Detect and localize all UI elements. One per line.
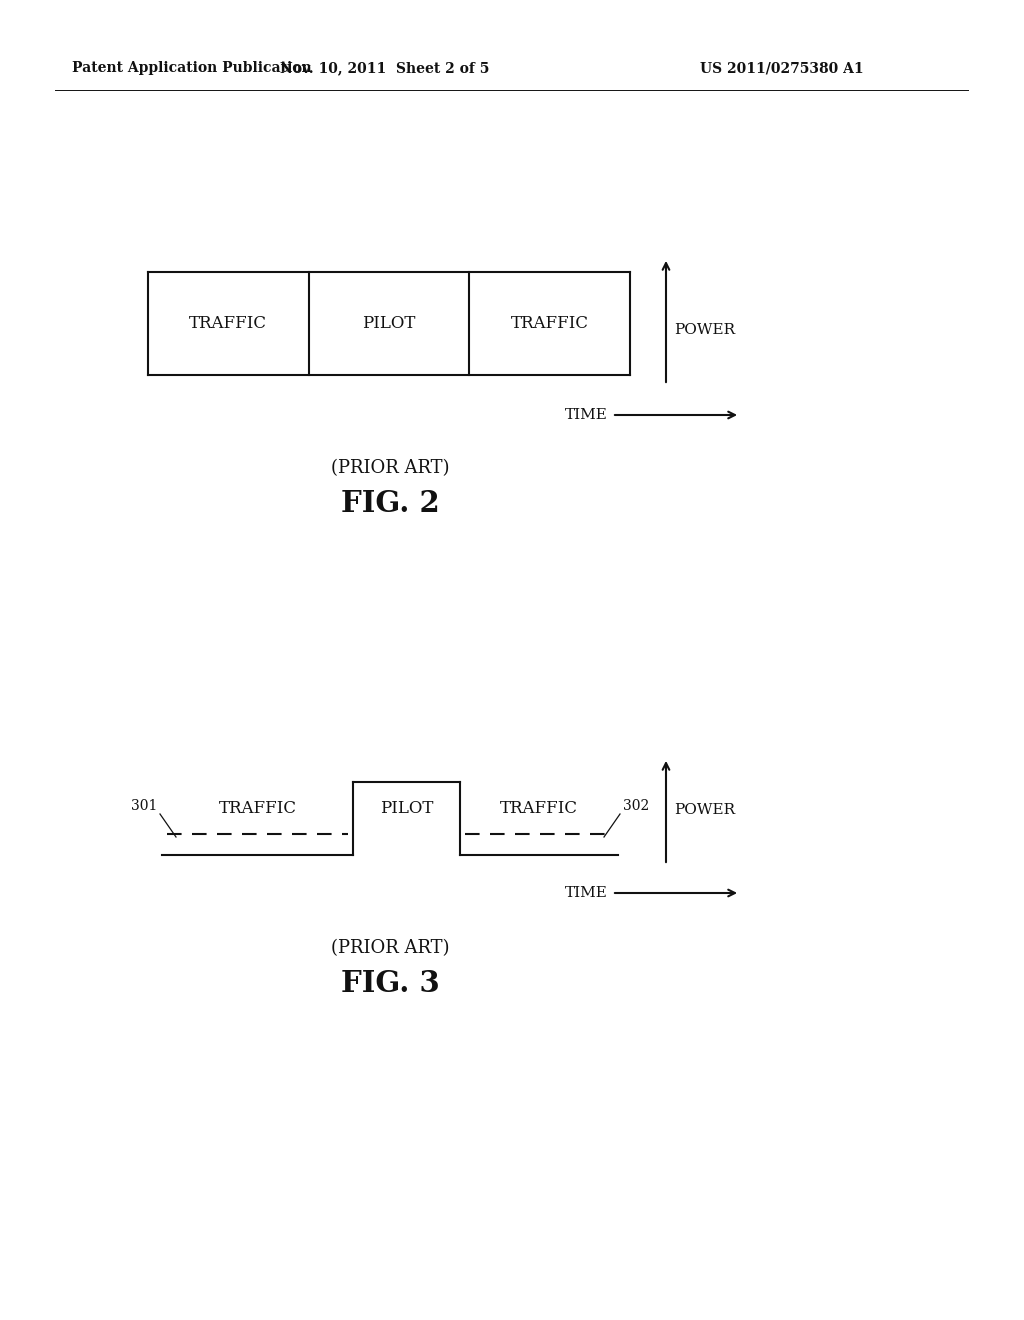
- Text: TIME: TIME: [565, 408, 608, 422]
- Text: TRAFFIC: TRAFFIC: [500, 800, 578, 817]
- Text: FIG. 3: FIG. 3: [341, 969, 439, 998]
- Text: PILOT: PILOT: [380, 800, 433, 817]
- Text: (PRIOR ART): (PRIOR ART): [331, 939, 450, 957]
- Text: PILOT: PILOT: [362, 315, 416, 333]
- Text: Nov. 10, 2011  Sheet 2 of 5: Nov. 10, 2011 Sheet 2 of 5: [281, 61, 489, 75]
- Text: Patent Application Publication: Patent Application Publication: [72, 61, 311, 75]
- Text: US 2011/0275380 A1: US 2011/0275380 A1: [700, 61, 863, 75]
- Text: TRAFFIC: TRAFFIC: [511, 315, 589, 333]
- Text: TRAFFIC: TRAFFIC: [218, 800, 297, 817]
- Text: 301: 301: [131, 799, 157, 813]
- Text: POWER: POWER: [674, 803, 735, 817]
- Text: POWER: POWER: [674, 323, 735, 337]
- Text: 302: 302: [623, 799, 649, 813]
- Text: TIME: TIME: [565, 886, 608, 900]
- Text: TRAFFIC: TRAFFIC: [189, 315, 267, 333]
- Text: FIG. 2: FIG. 2: [341, 488, 439, 517]
- Text: (PRIOR ART): (PRIOR ART): [331, 459, 450, 477]
